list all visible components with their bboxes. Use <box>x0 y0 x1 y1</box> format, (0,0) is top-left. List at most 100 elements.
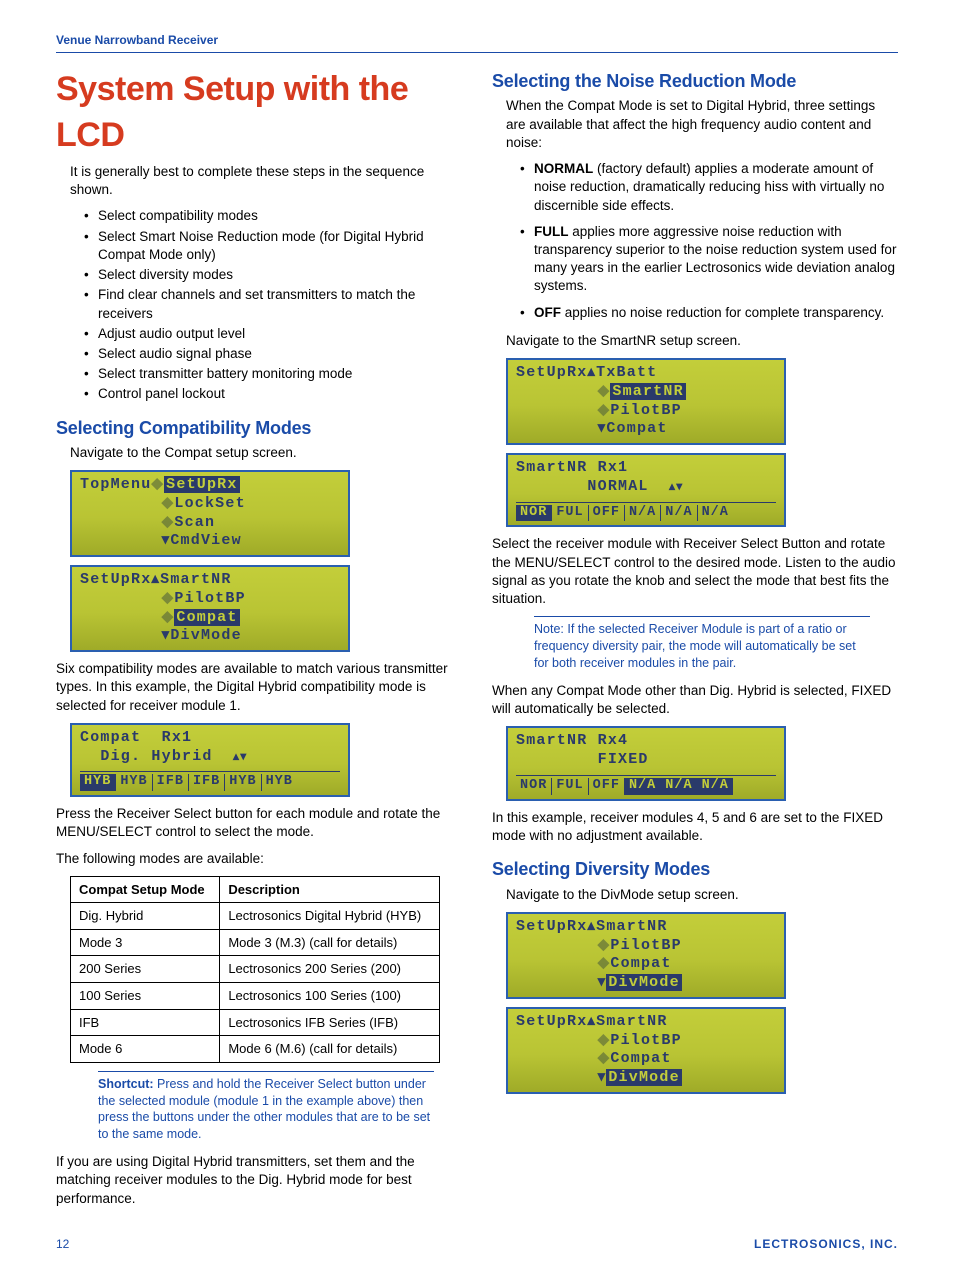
lcd-text: Scan <box>174 514 215 531</box>
lcd-text: PilotBP <box>610 937 681 954</box>
brand-name: LECTROSONICS, INC. <box>754 1236 898 1252</box>
lcd-text: PilotBP <box>610 402 681 419</box>
compat-modes-text: The following modes are available: <box>56 850 462 868</box>
list-item: Find clear channels and set transmitters… <box>98 286 462 322</box>
lcd-text: SmartNR <box>596 918 667 935</box>
table-cell: 200 Series <box>71 956 220 983</box>
lcd-setuprx: SetUpRx▴SmartNR ◆PilotBP ◆Compat ▾DivMod… <box>70 565 350 652</box>
compat-post-text: If you are using Digital Hybrid transmit… <box>56 1153 462 1208</box>
status-cell: HYB <box>116 774 152 791</box>
list-item: OFF applies no noise reduction for compl… <box>534 304 898 322</box>
status-cell: IFB <box>153 774 189 791</box>
table-row: Dig. HybridLectrosonics Digital Hybrid (… <box>71 903 440 930</box>
page-columns: System Setup with the LCD It is generall… <box>56 67 898 1216</box>
lcd-text: LockSet <box>174 495 245 512</box>
list-item: Select compatibility modes <box>98 207 462 225</box>
diamond-icon: ◆ <box>598 402 611 419</box>
table-cell: Lectrosonics Digital Hybrid (HYB) <box>220 903 440 930</box>
page-title: System Setup with the LCD <box>56 67 462 159</box>
lcd-highlight: SetUpRx <box>164 476 239 493</box>
status-cell: OFF <box>589 505 625 522</box>
compat-press-text: Press the Receiver Select button for eac… <box>56 805 462 841</box>
status-cell: HYB <box>80 774 116 791</box>
compat-modes-table: Compat Setup Mode Description Dig. Hybri… <box>70 876 440 1063</box>
note-label: Shortcut: <box>98 1077 154 1091</box>
lcd-diversity-1: SetUpRx▴SmartNR ◆PilotBP ◆Compat ▾DivMod… <box>506 912 786 999</box>
lcd-text: PilotBP <box>610 1032 681 1049</box>
list-item: Select transmitter battery monitoring mo… <box>98 365 462 383</box>
lcd-text: ◆ <box>151 476 164 493</box>
table-row: 100 SeriesLectrosonics 100 Series (100) <box>71 982 440 1009</box>
nr-nav-text: Navigate to the SmartNR setup screen. <box>492 332 898 350</box>
updown-icon: ▴▾ <box>669 483 683 491</box>
lcd-statusbar: HYB HYB IFB IFB HYB HYB <box>80 771 340 791</box>
shortcut-note: Shortcut: Press and hold the Receiver Se… <box>98 1071 434 1144</box>
table-cell: IFB <box>71 1009 220 1036</box>
table-cell: 100 Series <box>71 982 220 1009</box>
lcd-text: SmartNR <box>160 571 231 588</box>
lcd-nr-nav: SetUpRx▴TxBatt ◆SmartNR ◆PilotBP ▾Compat <box>506 358 786 445</box>
list-item: Control panel lockout <box>98 385 462 403</box>
diamond-icon: ◆ <box>598 1032 611 1049</box>
status-cell: N/A <box>698 505 733 522</box>
table-cell: Lectrosonics 200 Series (200) <box>220 956 440 983</box>
diamond-icon: ◆ <box>162 590 175 607</box>
status-cell: NOR <box>516 505 552 522</box>
lcd-statusbar: NOR FUL OFF N/A N/A N/A <box>516 775 776 795</box>
list-item: NORMAL (factory default) applies a moder… <box>534 160 898 215</box>
option-name: OFF <box>534 305 561 320</box>
table-cell: Lectrosonics 100 Series (100) <box>220 982 440 1009</box>
status-cell: HYB <box>262 774 297 791</box>
setup-steps-list: Select compatibility modes Select Smart … <box>56 207 462 403</box>
status-cell: FUL <box>552 505 588 522</box>
table-row: Mode 3Mode 3 (M.3) (call for details) <box>71 929 440 956</box>
lcd-highlight: DivMode <box>606 1069 681 1086</box>
list-item: Select audio signal phase <box>98 345 462 363</box>
list-item: Adjust audio output level <box>98 325 462 343</box>
lcd-text: TxBatt <box>596 364 657 381</box>
option-desc: applies more aggressive noise reduction … <box>534 224 896 294</box>
table-row: 200 SeriesLectrosonics 200 Series (200) <box>71 956 440 983</box>
list-item: Select diversity modes <box>98 266 462 284</box>
lcd-text: Compat <box>610 955 671 972</box>
lcd-highlight: DivMode <box>606 974 681 991</box>
lcd-text: SmartNR Rx4 <box>516 732 776 751</box>
table-row: IFBLectrosonics IFB Series (IFB) <box>71 1009 440 1036</box>
table-cell: Lectrosonics IFB Series (IFB) <box>220 1009 440 1036</box>
list-item: FULL applies more aggressive noise reduc… <box>534 223 898 296</box>
section-heading-compat: Selecting Compatibility Modes <box>56 416 462 440</box>
status-cell: N/A <box>661 778 697 795</box>
section-heading-diversity: Selecting Diversity Modes <box>492 857 898 881</box>
right-column: Selecting the Noise Reduction Mode When … <box>492 67 898 1216</box>
chevron-up-icon: ▴ <box>151 571 160 588</box>
section-heading-nr: Selecting the Noise Reduction Mode <box>492 69 898 93</box>
lcd-text: Dig. Hybrid <box>80 748 223 765</box>
option-desc: applies no noise reduction for complete … <box>561 305 884 320</box>
chevron-up-icon: ▴ <box>587 918 596 935</box>
status-cell: FUL <box>552 778 588 795</box>
compat-six-text: Six compatibility modes are available to… <box>56 660 462 715</box>
lcd-topmenu: TopMenu◆SetUpRx ◆LockSet ◆Scan ▾CmdView <box>70 470 350 557</box>
table-cell: Mode 3 <box>71 929 220 956</box>
lcd-text: NORMAL <box>516 478 659 495</box>
doc-header: Venue Narrowband Receiver <box>56 32 898 53</box>
status-cell: HYB <box>225 774 261 791</box>
page-footer: 12 LECTROSONICS, INC. <box>56 1236 898 1252</box>
diamond-icon: ◆ <box>162 609 175 626</box>
page-number: 12 <box>56 1236 69 1252</box>
lcd-smartnr-rx1: SmartNR Rx1 NORMAL ▴▾ NOR FUL OFF N/A N/… <box>506 453 786 527</box>
intro-text: It is generally best to complete these s… <box>56 163 462 199</box>
lcd-text: FIXED <box>516 751 776 770</box>
lcd-text: Compat <box>610 1050 671 1067</box>
lcd-text: SmartNR Rx1 <box>516 459 776 478</box>
table-row: Mode 6Mode 6 (M.6) (call for details) <box>71 1036 440 1063</box>
lcd-statusbar: NOR FUL OFF N/A N/A N/A <box>516 502 776 522</box>
status-cell: N/A <box>625 505 661 522</box>
option-name: FULL <box>534 224 569 239</box>
lcd-text: SetUpRx <box>516 1013 587 1030</box>
diamond-icon: ◆ <box>598 1050 611 1067</box>
status-cell: N/A <box>625 778 661 795</box>
diamond-icon: ◆ <box>162 514 175 531</box>
diamond-icon: ◆ <box>162 495 175 512</box>
status-cell: N/A <box>661 505 697 522</box>
